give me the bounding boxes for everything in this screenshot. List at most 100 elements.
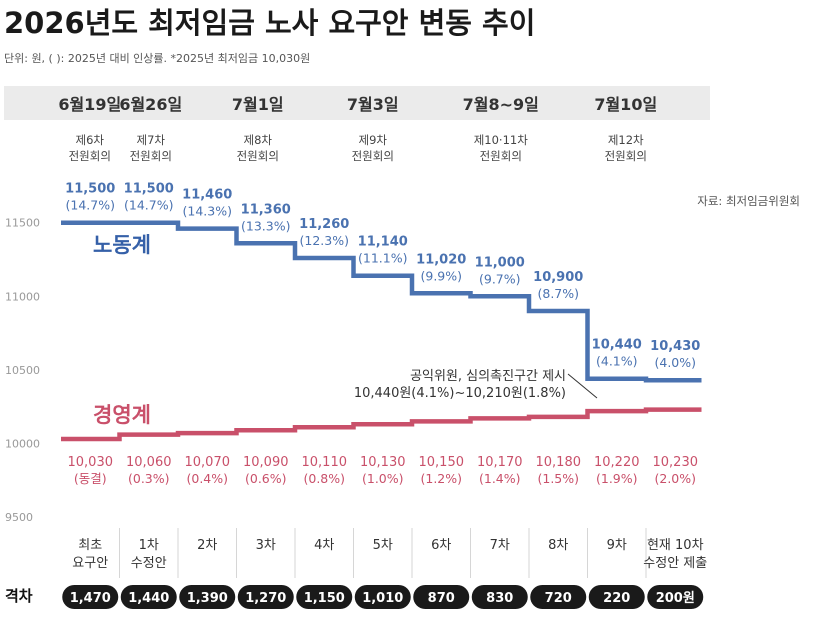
- gap-pill: [471, 585, 528, 609]
- round-label: 7차: [490, 538, 510, 553]
- round-label: 6차: [431, 538, 451, 553]
- labor-value-label: 11,260: [299, 217, 349, 232]
- meeting-type: 전원회의: [130, 149, 172, 163]
- gap-value: 1,470: [70, 591, 111, 606]
- y-tick-label: 10000: [5, 437, 40, 450]
- management-pct-label: (0.6%): [245, 471, 287, 486]
- annotation-line1: 공익위원, 심의촉진구간 제시: [410, 369, 566, 384]
- labor-pct-label: (4.0%): [654, 355, 696, 370]
- labor-value-label: 10,430: [650, 339, 700, 354]
- annotation-leader: [567, 373, 598, 399]
- gap-value: 200원: [656, 591, 695, 606]
- gap-pill: [237, 585, 294, 609]
- labor-value-label: 11,000: [475, 255, 525, 270]
- round-label: 5차: [373, 538, 393, 553]
- labor-pct-label: (13.3%): [241, 218, 290, 233]
- management-value-label: 10,130: [360, 455, 406, 470]
- labor-pct-label: (14.3%): [183, 204, 232, 219]
- management-pct-label: (0.4%): [186, 471, 228, 486]
- management-pct-label: (2.0%): [654, 471, 696, 486]
- meeting-type: 전원회의: [605, 149, 647, 163]
- labor-pct-label: (9.9%): [420, 268, 462, 283]
- labor-pct-label: (4.1%): [596, 354, 638, 369]
- gap-row: 1,470 1,440 1,390 1,270 1,150 1,010 870 830 720 2…: [62, 585, 704, 609]
- gap-value: 1,150: [304, 591, 345, 606]
- labor-value-label: 10,900: [533, 270, 583, 285]
- gap-value: 720: [545, 591, 572, 606]
- y-axis: 9500 10000 10500 11000 11500: [5, 217, 40, 524]
- labor-value-label: 11,500: [124, 182, 174, 197]
- labor-pct-label: (12.3%): [300, 233, 349, 248]
- management-value-label: 10,030: [68, 455, 114, 470]
- round-label: 요구안: [72, 556, 108, 571]
- labor-value-label: 10,440: [592, 338, 642, 353]
- round-label: 1차: [139, 538, 159, 553]
- meeting-type: 전원회의: [237, 149, 279, 163]
- labor-value-label: 11,460: [182, 188, 232, 203]
- gap-pill: [296, 585, 353, 609]
- labor-value-label: 11,020: [416, 252, 466, 267]
- gap-label: 격차: [5, 587, 33, 605]
- annotation: 공익위원, 심의촉진구간 제시 10,440원(4.1%)~10,210원(1.…: [354, 369, 598, 401]
- labor-series-label: 노동계: [93, 233, 151, 257]
- labor-pct-label: (14.7%): [66, 198, 115, 213]
- labor-value-label: 11,500: [65, 182, 115, 197]
- gap-pill: [62, 585, 119, 609]
- y-tick-label: 11500: [5, 217, 40, 230]
- management-value-label: 10,180: [536, 455, 582, 470]
- annotation-line2: 10,440원(4.1%)~10,210원(1.8%): [354, 386, 566, 401]
- gap-pill: [530, 585, 587, 609]
- labor-pct-label: (9.7%): [479, 271, 521, 286]
- management-pct-label: (0.8%): [303, 471, 345, 486]
- management-value-label: 10,170: [477, 455, 523, 470]
- management-value-label: 10,110: [302, 455, 348, 470]
- date-label: 7월8~9일: [463, 95, 539, 114]
- round-label: 3차: [256, 538, 276, 553]
- meeting-type: 전원회의: [480, 149, 522, 163]
- meeting-round: 제10·11차: [474, 133, 529, 147]
- management-value-label: 10,090: [243, 455, 289, 470]
- date-label: 7월10일: [594, 95, 657, 114]
- y-tick-label: 9500: [5, 511, 33, 524]
- management-pct-label: (동결): [74, 471, 107, 486]
- labor-pct-label: (14.7%): [124, 198, 173, 213]
- gap-value: 1,010: [362, 591, 403, 606]
- labor-series: 11,500(14.7%)11,500(14.7%)11,460(14.3%) 1…: [61, 182, 702, 383]
- gap-pill: [413, 585, 470, 609]
- management-pct-label: (1.9%): [596, 471, 638, 486]
- chart-title: 2026년도 최저임금 노사 요구안 변동 추이: [4, 6, 535, 40]
- management-pct-label: (1.4%): [479, 471, 521, 486]
- management-series-label: 경영계: [93, 403, 151, 427]
- y-tick-label: 11000: [5, 290, 40, 303]
- round-label: 2차: [197, 538, 217, 553]
- labor-step-line: [61, 220, 702, 383]
- gap-value: 1,440: [128, 591, 169, 606]
- gap-pill: [120, 585, 177, 609]
- management-pct-label: (0.3%): [128, 471, 170, 486]
- gap-value: 870: [428, 591, 455, 606]
- gap-pill: [354, 585, 411, 609]
- meeting-round: 제12차: [608, 133, 644, 147]
- management-value-label: 10,150: [419, 455, 465, 470]
- management-value-label: 10,060: [126, 455, 172, 470]
- meeting-type: 전원회의: [69, 149, 111, 163]
- management-step-line: [61, 407, 702, 442]
- gap-pill: [179, 585, 236, 609]
- date-band: [4, 86, 710, 120]
- round-label: 수정안: [131, 556, 167, 571]
- management-value-label: 10,070: [185, 455, 231, 470]
- y-tick-label: 10500: [5, 364, 40, 377]
- gap-pill: [647, 585, 704, 609]
- gap-value: 220: [603, 591, 630, 606]
- labor-pct-label: (11.1%): [358, 251, 407, 266]
- date-label: 7월1일: [232, 95, 284, 114]
- gap-value: 830: [486, 591, 513, 606]
- meeting-type: 전원회의: [352, 149, 394, 163]
- meeting-round: 제9차: [359, 133, 388, 147]
- date-label: 6월19일: [58, 95, 121, 114]
- round-label: 현재 10차: [647, 538, 704, 553]
- date-label: 6월26일: [119, 95, 182, 114]
- management-pct-label: (1.5%): [537, 471, 579, 486]
